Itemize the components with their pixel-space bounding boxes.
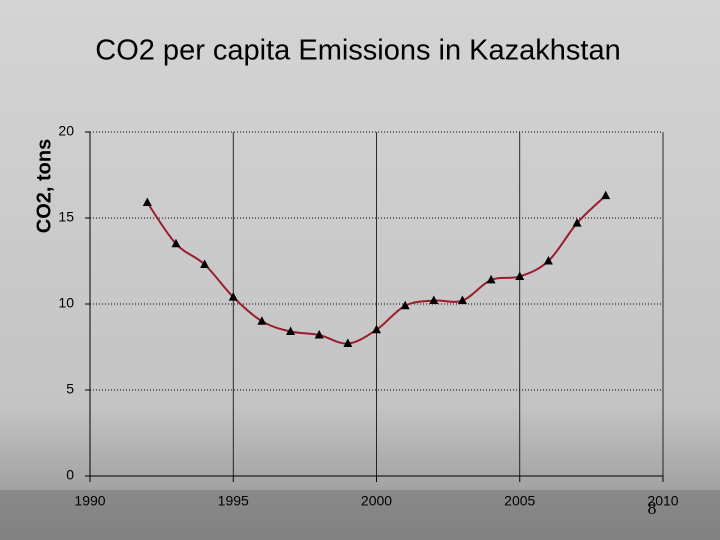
marker (486, 274, 496, 284)
y-tick-label: 0 (66, 467, 74, 483)
marker (286, 326, 296, 336)
marker (200, 259, 210, 268)
chart-title: CO2 per capita Emissions in Kazakhstan (95, 35, 620, 67)
x-tick-label: 2005 (504, 493, 535, 509)
x-tick-label: 1990 (74, 493, 105, 509)
marker (257, 316, 267, 325)
y-tick-label: 10 (58, 295, 74, 311)
marker (343, 338, 353, 348)
marker (400, 300, 410, 310)
marker (314, 329, 324, 339)
marker (142, 197, 152, 207)
marker (429, 295, 439, 305)
ground (0, 490, 720, 540)
marker (372, 324, 381, 334)
y-tick-label: 20 (58, 123, 74, 139)
x-tick-label: 1995 (218, 493, 249, 509)
y-tick-label: 15 (58, 209, 74, 225)
marker (601, 190, 611, 200)
slide-number: 8 (648, 498, 657, 518)
y-tick-label: 5 (66, 381, 74, 397)
y-axis-label: CO2, tons (33, 139, 55, 233)
marker (228, 292, 238, 301)
marker (543, 256, 553, 265)
marker (515, 271, 525, 280)
x-tick-label: 2010 (647, 493, 678, 509)
marker (171, 238, 181, 248)
marker (457, 295, 467, 305)
x-tick-label: 2000 (361, 493, 392, 509)
marker (572, 218, 582, 227)
